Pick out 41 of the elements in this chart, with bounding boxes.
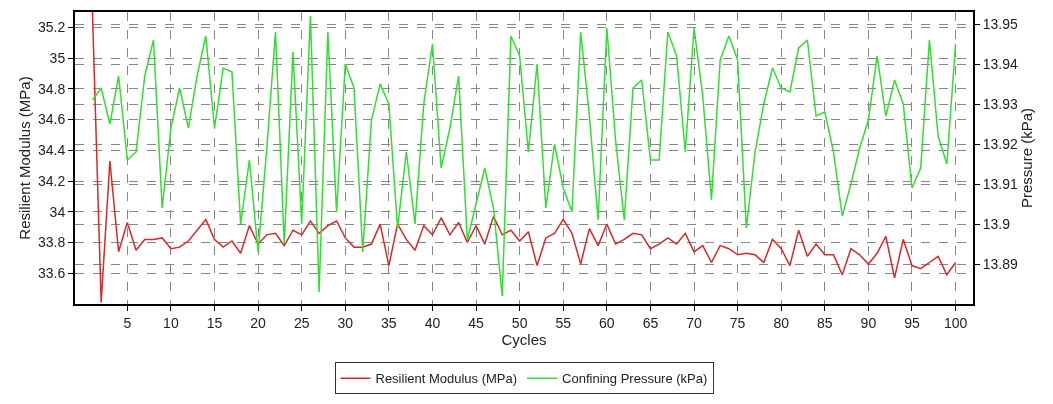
y2-tick-label: 13.95 xyxy=(982,15,1019,32)
x-tick-label: 50 xyxy=(511,314,528,331)
x-tick-label: 80 xyxy=(773,314,790,331)
y-tick-label: 35.2 xyxy=(37,19,66,36)
y-tick-label: 34.4 xyxy=(37,142,66,159)
y-tick-label: 33.6 xyxy=(37,265,66,282)
y-tick-label: 34.8 xyxy=(37,80,66,97)
x-tick-label: 90 xyxy=(860,314,877,331)
x-tick-label: 20 xyxy=(250,314,267,331)
legend-label: Confining Pressure (kPa) xyxy=(562,371,708,387)
y2-tick-label: 13.94 xyxy=(982,55,1019,72)
y-tick-label: 35 xyxy=(49,50,66,67)
x-tick-label: 55 xyxy=(555,314,572,331)
x-tick-label: 40 xyxy=(424,314,441,331)
x-tick-label: 75 xyxy=(729,314,746,331)
y2-tick-label: 13.89 xyxy=(982,255,1019,272)
y2-tick-label: 13.92 xyxy=(982,135,1019,152)
x-tick-label: 25 xyxy=(293,314,310,331)
x-tick-label: 60 xyxy=(599,314,615,331)
y-tick-label: 34.2 xyxy=(37,172,66,189)
x-tick-label: 15 xyxy=(206,314,223,331)
y2-tick-label: 13.91 xyxy=(982,175,1019,192)
y-tick-label: 34 xyxy=(49,203,66,220)
legend-label: Resilient Modulus (MPa) xyxy=(375,371,518,387)
x-tick-label: 70 xyxy=(686,314,703,331)
x-tick-label: 35 xyxy=(381,314,397,331)
y2-axis-title: Pressure (kPa) xyxy=(1018,107,1036,209)
y-tick-label: 34.6 xyxy=(37,111,66,128)
y2-tick-label: 13.93 xyxy=(982,95,1019,112)
x-tick-label: 85 xyxy=(817,314,833,331)
x-tick-label: 95 xyxy=(904,314,920,331)
x-tick-label: 5 xyxy=(123,314,132,331)
x-tick-label: 45 xyxy=(468,314,485,331)
y2-tick-label: 13.9 xyxy=(982,215,1011,232)
x-axis-title: Cycles xyxy=(501,330,547,348)
x-tick-label: 65 xyxy=(642,314,659,331)
x-tick-label: 30 xyxy=(337,314,354,331)
x-tick-label: 10 xyxy=(163,314,179,331)
y-axis-title: Resilient Modulus (MPa) xyxy=(15,76,33,240)
x-tick-label: 100 xyxy=(943,314,968,331)
y-tick-label: 33.8 xyxy=(37,234,66,251)
